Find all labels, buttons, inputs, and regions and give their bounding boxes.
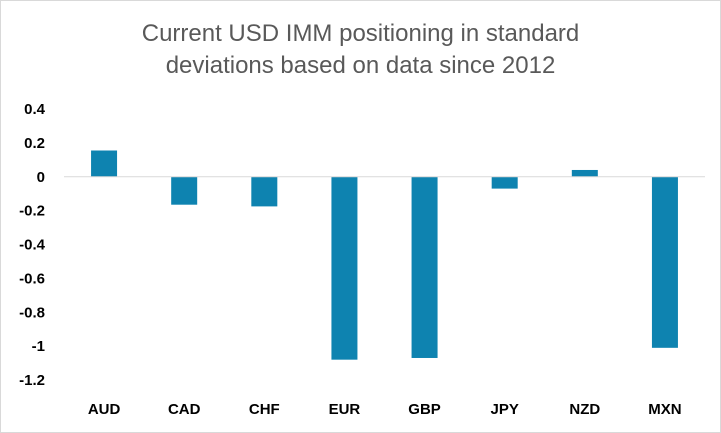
x-category-label: JPY xyxy=(491,401,519,418)
x-category-label: AUD xyxy=(88,401,121,418)
bar-aud xyxy=(91,150,118,177)
y-tick-label: -0.2 xyxy=(19,203,45,220)
bar-gbp xyxy=(411,176,438,358)
bar-mxn xyxy=(651,176,678,348)
y-tick-label: -1 xyxy=(32,338,45,355)
x-category-label: CAD xyxy=(168,401,201,418)
y-tick-label: 0.2 xyxy=(24,135,45,152)
chart-title: Current USD IMM positioning in standard … xyxy=(0,18,721,82)
bar-nzd xyxy=(571,169,598,177)
bar-jpy xyxy=(491,176,518,189)
y-tick-label: 0 xyxy=(37,169,45,186)
y-tick-label: -0.6 xyxy=(19,270,45,287)
y-tick-label: 0.4 xyxy=(24,101,46,118)
bar-chf xyxy=(251,176,278,207)
bar-eur xyxy=(331,176,358,360)
x-category-label: NZD xyxy=(569,401,600,418)
y-tick-label: -0.4 xyxy=(19,237,46,254)
x-category-label: MXN xyxy=(648,401,681,418)
x-category-label: EUR xyxy=(329,401,361,418)
chart-title-line-1: Current USD IMM positioning in standard xyxy=(141,20,580,47)
x-category-label: GBP xyxy=(408,401,441,418)
y-tick-label: -1.2 xyxy=(19,372,45,389)
chart-title-line-2: deviations based on data since 2012 xyxy=(165,52,556,79)
y-tick-label: -0.8 xyxy=(19,304,45,321)
bar-cad xyxy=(171,176,198,205)
x-category-label: CHF xyxy=(249,401,280,418)
